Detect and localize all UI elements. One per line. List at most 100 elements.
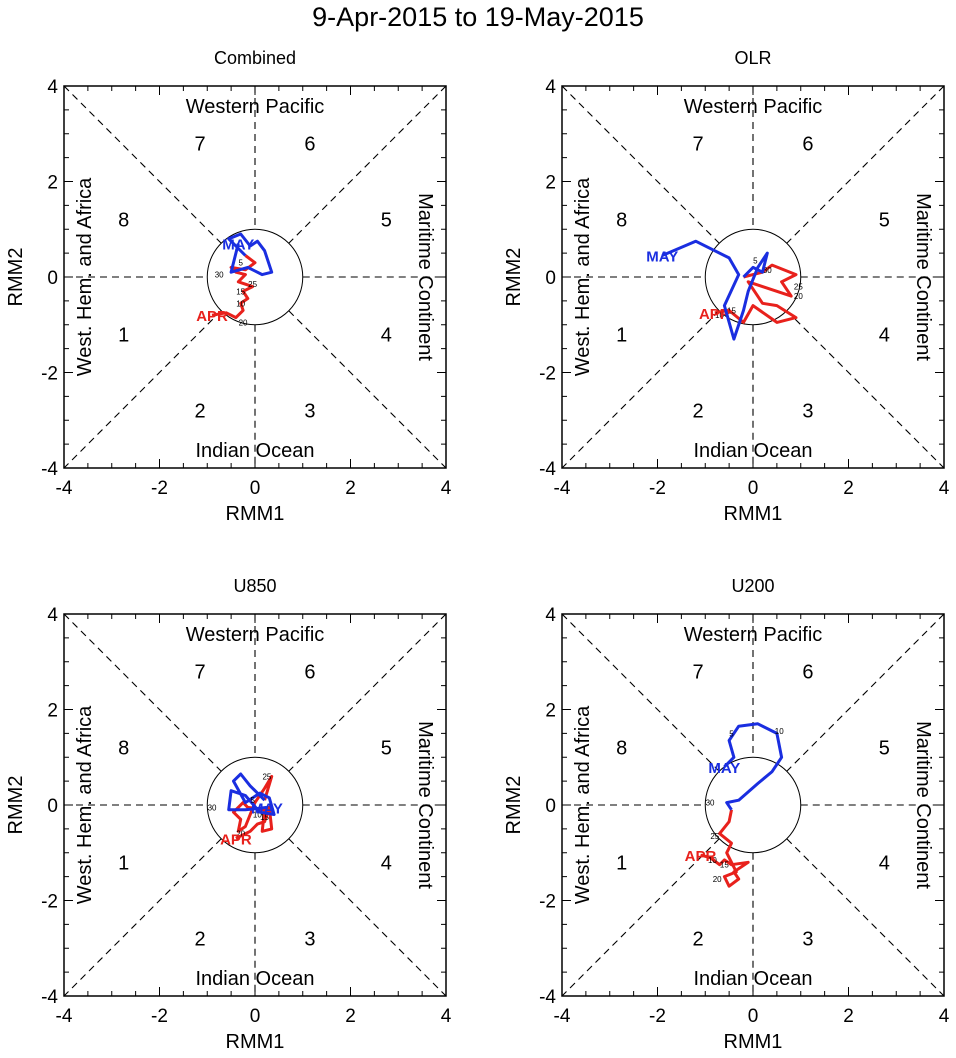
figure-title: 9-Apr-2015 to 19-May-2015 [312,2,644,32]
trajectory-may [227,232,274,277]
phase-boundary-line [288,85,447,244]
day-label: 10 [236,299,245,308]
region-label-top: Western Pacific [186,96,325,118]
panel-subtitle: U850 [233,576,276,596]
x-tick-label: -2 [151,1006,168,1027]
region-label-right: Maritime Continent [414,193,436,361]
trajectory-apr [700,809,750,888]
y-tick-label: 4 [47,605,58,626]
x-tick-label: -4 [56,478,73,499]
y-axis-label: RMM2 [5,776,27,835]
phase-number: 8 [616,738,627,760]
y-tick-label: 4 [545,605,556,626]
phase-number: 2 [195,401,206,423]
phase-boundary-line [288,613,447,772]
phase-number: 4 [381,852,392,874]
y-tick-label: 0 [545,796,556,817]
day-label: 20 [236,830,245,839]
phase-panel-4: -4-4 -2 -2 0 0 2 2 4 4 RMM1 RMM2 U200 Western Pacifi… [503,576,950,1053]
phase-number: 2 [693,929,704,951]
phase-number: 4 [381,324,392,346]
x-tick-label: 2 [843,478,854,499]
phase-boundary-line [561,310,720,469]
phase-boundary-line [786,310,945,469]
trajectory-may [227,772,276,816]
panel-subtitle: Combined [214,48,296,68]
phase-boundary-line [288,310,447,469]
phase-number: 7 [693,661,704,683]
y-tick-label: -4 [539,987,556,1008]
day-label: 30 [763,266,772,275]
y-tick-label: 0 [47,796,58,817]
phase-number: 8 [118,738,129,760]
y-tick-label: 2 [545,701,556,722]
phase-number: 7 [693,133,704,155]
x-tick-label: 2 [345,478,356,499]
phase-boundary-line [63,838,222,997]
phase-number: 6 [304,661,315,683]
region-label-left: West. Hem. and Africa [572,705,594,904]
region-label-bottom: Indian Ocean [694,440,813,462]
x-tick-label: -2 [649,478,666,499]
phase-number: 5 [381,738,392,760]
phase-boundary-line [288,838,447,997]
y-tick-label: -4 [539,459,556,480]
region-label-right: Maritime Continent [912,721,934,889]
phase-boundary-line [63,85,222,244]
x-tick-label: -4 [56,1006,73,1027]
phase-number: 1 [616,324,627,346]
y-tick-label: -4 [41,459,58,480]
day-label: 15 [720,861,729,870]
y-tick-label: -2 [539,364,556,385]
month-label-may: MAY [646,249,678,266]
day-label: 25 [794,283,803,292]
phase-number: 5 [381,210,392,232]
trajectory-may [723,722,784,811]
region-label-top: Western Pacific [684,624,823,646]
month-label-may: MAY [708,760,740,777]
x-tick-label: -2 [649,1006,666,1027]
y-tick-label: -2 [539,892,556,913]
day-label: 5 [753,256,758,265]
trajectory-may [661,239,769,341]
y-axis-label: RMM2 [503,776,525,835]
region-label-left: West. Hem. and Africa [74,177,96,376]
region-label-left: West. Hem. and Africa [572,177,594,376]
y-tick-label: -2 [41,364,58,385]
region-label-top: Western Pacific [186,624,325,646]
panel-subtitle: OLR [734,48,771,68]
x-tick-label: 4 [441,1006,452,1027]
month-label-may: MAY [251,800,283,817]
phase-number: 3 [802,929,813,951]
day-label: 5 [729,729,734,738]
day-label: 30 [208,803,217,812]
x-axis-label: RMM1 [724,503,783,525]
phase-number: 2 [693,401,704,423]
phase-number: 3 [802,401,813,423]
phase-panel-1: -4-4 -2 -2 0 0 2 2 4 4 RMM1 RMM2 Combined Western Pa… [5,48,452,525]
x-tick-label: 0 [250,1006,261,1027]
x-tick-label: 4 [441,478,452,499]
x-tick-label: 0 [250,478,261,499]
day-label: 10 [708,856,717,865]
phase-number: 3 [304,929,315,951]
phase-boundary-line [63,613,222,772]
phase-boundary-line [63,310,222,469]
x-axis-label: RMM1 [226,503,285,525]
region-label-right: Maritime Continent [912,193,934,361]
phase-boundary-line [561,613,720,772]
day-label: 5 [238,259,243,268]
x-axis-label: RMM1 [226,1031,285,1053]
region-label-top: Western Pacific [684,96,823,118]
y-tick-label: 4 [47,77,58,98]
y-tick-label: 2 [47,173,58,194]
x-tick-label: -4 [554,1006,571,1027]
y-tick-label: 2 [545,173,556,194]
x-tick-label: 4 [939,1006,950,1027]
y-tick-label: 0 [47,268,58,289]
trajectory-apr [714,263,798,324]
unit-amplitude-circle [704,756,802,854]
phase-number: 6 [802,133,813,155]
phase-number: 2 [195,929,206,951]
phase-panel-2: -4-4 -2 -2 0 0 2 2 4 4 RMM1 RMM2 OLR Western Pacific… [503,48,950,525]
